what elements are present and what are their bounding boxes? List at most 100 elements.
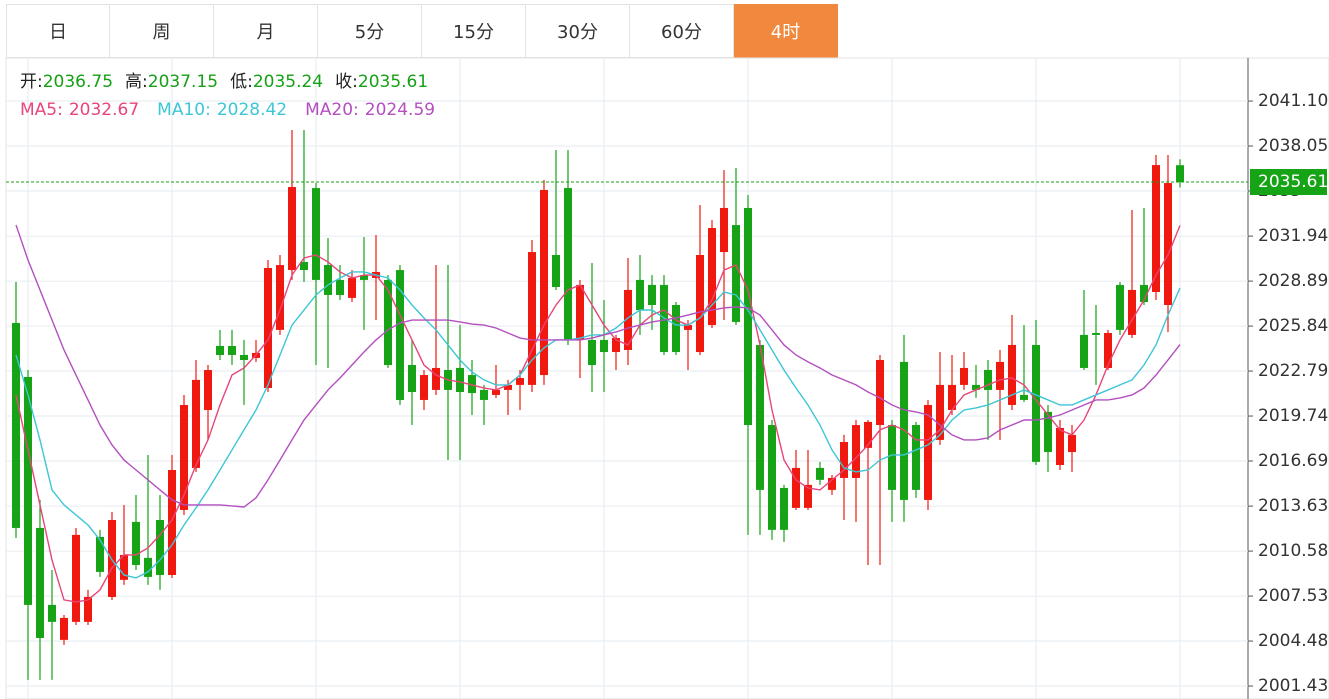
ma-line: [15, 225, 1181, 603]
candle-body: [540, 189, 548, 376]
candle-body: [12, 322, 20, 528]
y-tick-label: 2010.58: [1258, 541, 1328, 561]
candle-body: [804, 484, 812, 508]
period-tab[interactable]: 日: [6, 4, 110, 58]
period-tab[interactable]: 5分: [318, 4, 422, 58]
candle-body: [564, 188, 572, 340]
y-tick-label: 2028.89: [1258, 271, 1328, 291]
candle-body: [960, 367, 968, 385]
period-tabs: 日周月 5分 15分 30分 60分 4时: [6, 4, 838, 58]
candle-body: [816, 467, 824, 480]
candle-body: [492, 389, 500, 395]
candle-body: [984, 370, 992, 390]
period-tab[interactable]: 月: [214, 4, 318, 58]
candle-body: [696, 255, 704, 353]
last-price-label: 2035.61: [1258, 172, 1328, 192]
candle-body: [264, 267, 272, 389]
candle-body: [36, 527, 44, 638]
period-tab[interactable]: 60分: [630, 4, 734, 58]
candle-body: [864, 421, 872, 448]
candle-body: [300, 261, 308, 271]
ohlc-label: 高:: [125, 72, 148, 92]
candle-body: [1140, 284, 1148, 303]
candle-body: [648, 284, 656, 305]
candle-body: [912, 425, 920, 490]
candle-body: [348, 278, 356, 298]
candle-body: [324, 265, 332, 295]
candle-body: [240, 354, 248, 360]
candle-body: [756, 344, 764, 490]
candle-body: [744, 207, 752, 426]
candle-body: [504, 384, 512, 390]
candle-body: [792, 467, 800, 508]
candle-body: [408, 365, 416, 392]
ohlc-value: 2037.15: [148, 72, 218, 92]
candle-body: [24, 376, 32, 605]
candle-body: [684, 325, 692, 330]
candle-body: [624, 289, 632, 350]
ma-legend: MA5: 2032.67 MA10: 2028.42 MA20: 2024.59: [20, 100, 435, 120]
candle-body: [276, 265, 284, 330]
candle-body: [1152, 165, 1160, 293]
candle-body: [828, 477, 836, 490]
candle-body: [996, 361, 1004, 390]
candle-body: [1164, 183, 1172, 305]
candle-body: [1080, 334, 1088, 368]
candle-body: [96, 536, 104, 572]
candle-body: [60, 617, 68, 640]
candle-body: [876, 359, 884, 426]
candle-body: [1020, 394, 1028, 400]
candle-body: [948, 384, 956, 410]
candle-body: [672, 304, 680, 353]
y-tick-label: 2025.84: [1258, 316, 1328, 336]
legend-name: MA5:: [20, 100, 63, 120]
candle-body: [636, 279, 644, 311]
candle-body: [48, 604, 56, 622]
candle-body: [204, 370, 212, 410]
ohlc-label: 收:: [335, 72, 358, 92]
candle-body: [360, 275, 368, 280]
y-tick-label: 2031.94: [1258, 226, 1328, 246]
y-tick-label: 2004.48: [1258, 631, 1328, 651]
ma-line: [15, 271, 1181, 579]
candle-body: [972, 384, 980, 390]
y-tick-label: 2007.53: [1258, 586, 1328, 606]
y-tick-label: 2019.74: [1258, 406, 1328, 426]
candle-body: [384, 279, 392, 366]
candle-body: [1008, 344, 1016, 405]
candle-body: [900, 361, 908, 500]
period-tab[interactable]: 4时: [734, 4, 838, 58]
candle-body: [312, 188, 320, 280]
candle-body: [432, 367, 440, 390]
period-tab[interactable]: 15分: [422, 4, 526, 58]
candle-body: [1128, 289, 1136, 335]
candle-body: [1068, 434, 1076, 453]
candle-body: [720, 207, 728, 253]
candle-body: [168, 469, 176, 575]
ma-line: [15, 224, 1181, 508]
candle-body: [1032, 344, 1040, 462]
candle-body: [192, 379, 200, 468]
candle-body: [600, 339, 608, 353]
candle-body: [1092, 333, 1100, 335]
candle-body: [228, 345, 236, 355]
ohlc-value: 2036.75: [43, 72, 113, 92]
ohlc-value: 2035.61: [358, 72, 428, 92]
candle-body: [480, 389, 488, 400]
candle-body: [132, 521, 140, 565]
candle-body: [588, 339, 596, 366]
candle-body: [456, 367, 464, 392]
candle-body: [336, 279, 344, 295]
chart-frame: [5, 57, 1329, 699]
period-tab[interactable]: 30分: [526, 4, 630, 58]
ohlc-header: 开:2036.75 高:2037.15 低:2035.24 收:2035.61: [20, 72, 428, 92]
candle-body: [924, 404, 932, 500]
candle-body: [768, 425, 776, 530]
y-tick-label: 2013.63: [1258, 496, 1328, 516]
candle-body: [1056, 427, 1064, 465]
last-price-tag: [1250, 169, 1327, 196]
candle-body: [144, 557, 152, 577]
candle-body: [576, 284, 584, 340]
